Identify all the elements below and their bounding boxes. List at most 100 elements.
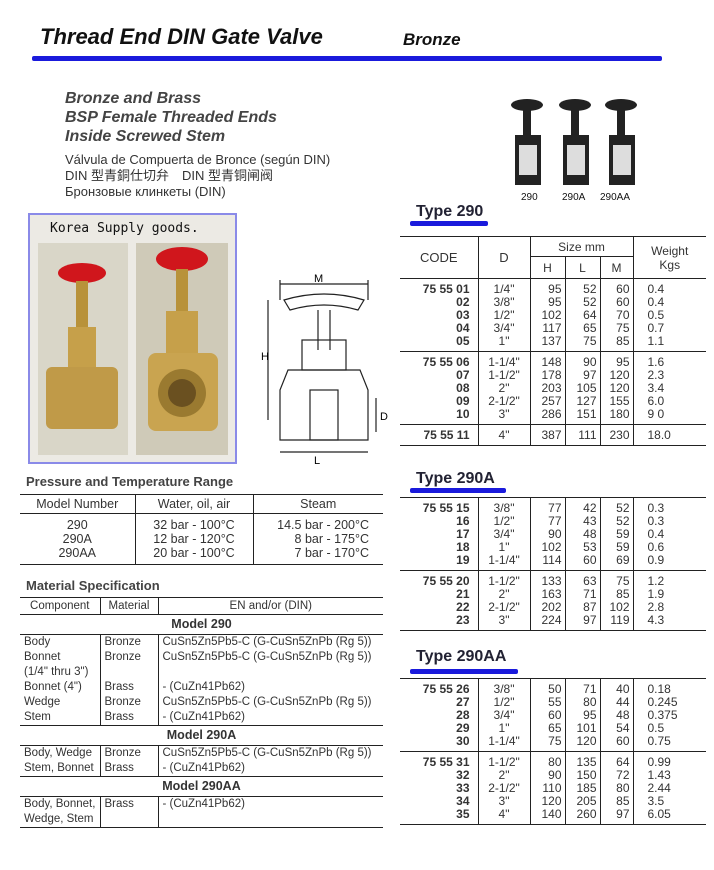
size-l-cell: 65: [564, 322, 600, 335]
size-l-cell: 105: [564, 382, 600, 395]
size-m-cell: 95: [599, 351, 633, 369]
weight-cell: 3.5: [632, 795, 706, 808]
size-l-cell: 71: [564, 588, 600, 601]
table-row: 75 55 11 4" 387 111 230 18.0: [400, 424, 706, 446]
size-l-cell: 63: [564, 570, 600, 588]
size-l-cell: 135: [564, 751, 600, 769]
size-h-cell: 202: [529, 601, 565, 614]
material-cell: - (CuZn41Pb62): [157, 796, 383, 812]
size-m-cell: 102: [599, 601, 633, 614]
size-d-cell: 2-1/2": [477, 782, 530, 795]
photo-caption: Korea Supply goods.: [50, 221, 199, 236]
material-cell: Stem: [20, 710, 100, 726]
size-d-cell: 2": [477, 588, 530, 601]
material-cell: CuSn5Zn5Pb5-C (G-CuSn5ZnPb (Rg 5)): [157, 695, 383, 710]
weight-cell: 0.5: [632, 309, 706, 322]
size-m-cell: 75: [599, 570, 633, 588]
pressure-cell: 32 bar - 100°C: [134, 513, 253, 532]
pressure-title: Pressure and Temperature Range: [26, 474, 234, 489]
weight-cell: 0.7: [632, 322, 706, 335]
table-row: 28 3/4" 60 95 48 0.375: [400, 709, 706, 722]
type-underline: [410, 488, 506, 493]
size-l-cell: 101: [564, 722, 600, 735]
weight-cell: 1.9: [632, 588, 706, 601]
title-underline: [32, 56, 662, 61]
size-d-cell: 1-1/4": [477, 351, 530, 369]
size-h-cell: 114: [529, 554, 565, 571]
size-m-cell: 155: [599, 395, 633, 408]
size-d-cell: 3/8": [477, 678, 530, 696]
table-row: 17 3/4" 90 48 59 0.4: [400, 528, 706, 541]
pressure-cell: 14.5 bar - 200°C: [252, 513, 383, 532]
code-cell: 33: [456, 781, 470, 795]
material-cell: CuSn5Zn5Pb5-C (G-CuSn5ZnPb (Rg 5)): [157, 745, 383, 761]
material-cell: Body, Wedge: [24, 747, 92, 759]
size-m-cell: 60: [599, 278, 633, 296]
description: Bronze and Brass BSP Female Threaded End…: [65, 89, 330, 200]
size-h-cell: 90: [529, 528, 565, 541]
code-cell: 30: [400, 735, 478, 752]
pressure-header: Water, oil, air: [134, 494, 253, 514]
table-row: 04 3/4" 117 65 75 0.7: [400, 322, 706, 335]
size-d-cell: 2": [477, 382, 530, 395]
size-l-cell: 90: [564, 351, 600, 369]
size-d-cell: 1": [477, 722, 530, 735]
weight-cell: 0.5: [632, 722, 706, 735]
weight-cell: 18.0: [632, 424, 706, 446]
size-l-cell: 80: [564, 696, 600, 709]
size-l-cell: 185: [564, 782, 600, 795]
code-cell: 75 55 15: [422, 501, 470, 515]
size-h-cell: 203: [529, 382, 565, 395]
size-d-cell: 4": [477, 808, 530, 825]
desc-spanish: Válvula de Compuerta de Bronce (según DI…: [65, 152, 331, 167]
material-cell: - (CuZn41Pb62): [157, 761, 383, 777]
size-d-cell: 3/4": [477, 322, 530, 335]
material-cell: Bonnet (4"): [24, 681, 82, 693]
table-row: 75 55 31 1-1/2" 80 135 64 0.99: [400, 751, 706, 769]
material-cell: CuSn5Zn5Pb5-C (G-CuSn5ZnPb (Rg 5)): [157, 634, 383, 650]
material-header: Material: [99, 597, 158, 615]
size-d-cell: 3": [477, 614, 530, 631]
size-h-cell: 257: [529, 395, 565, 408]
code-cell: 75 55 20: [422, 574, 470, 588]
type-heading: Type 290AA: [416, 648, 507, 665]
code-cell: 75 55 01: [422, 282, 470, 296]
size-h-cell: 55: [529, 696, 565, 709]
size-h-cell: 60: [529, 709, 565, 722]
table-row: 290A 12 bar - 120°C 8 bar - 175°C: [20, 532, 383, 546]
size-l-cell: 43: [564, 515, 600, 528]
size-h-cell: 140: [529, 808, 565, 825]
size-l-cell: 260: [564, 808, 600, 825]
size-m-cell: 69: [599, 554, 633, 571]
size-d-cell: 1-1/2": [477, 369, 530, 382]
size-l-cell: 75: [564, 335, 600, 352]
weight-cell: 0.9: [632, 554, 706, 571]
size-d-cell: 4": [477, 424, 530, 446]
size-h-cell: 387: [529, 424, 565, 446]
model-heading: Model 290: [20, 614, 383, 635]
m-header: M: [599, 256, 633, 279]
weight-cell: 2.8: [632, 601, 706, 614]
material-title: Material Specification: [26, 578, 160, 593]
code-cell: 75 55 26: [422, 682, 470, 696]
size-l-cell: 127: [564, 395, 600, 408]
weight-cell: 0.6: [632, 541, 706, 554]
size-m-cell: 75: [599, 322, 633, 335]
material-cell: [99, 665, 158, 680]
table-row: (1/4" thru 3"): [20, 665, 383, 680]
code-cell: 09: [456, 394, 470, 408]
code-cell: 02: [456, 295, 470, 309]
table-row: Stem, Bonnet Brass - (CuZn41Pb62): [20, 761, 383, 777]
type-underline: [410, 221, 488, 226]
size-m-cell: 80: [599, 782, 633, 795]
size-l-cell: 97: [564, 614, 600, 631]
size-l-cell: 151: [564, 408, 600, 425]
desc-line: BSP Female Threaded Ends: [65, 109, 277, 126]
weight-cell: 1.2: [632, 570, 706, 588]
size-h-cell: 95: [529, 296, 565, 309]
weight-cell: 0.3: [632, 497, 706, 515]
material-cell: Wedge, Stem: [24, 813, 94, 825]
page-title: Thread End DIN Gate Valve: [40, 24, 323, 49]
size-l-cell: 205: [564, 795, 600, 808]
material-cell: CuSn5Zn5Pb5-C (G-CuSn5ZnPb (Rg 5)): [157, 650, 383, 665]
